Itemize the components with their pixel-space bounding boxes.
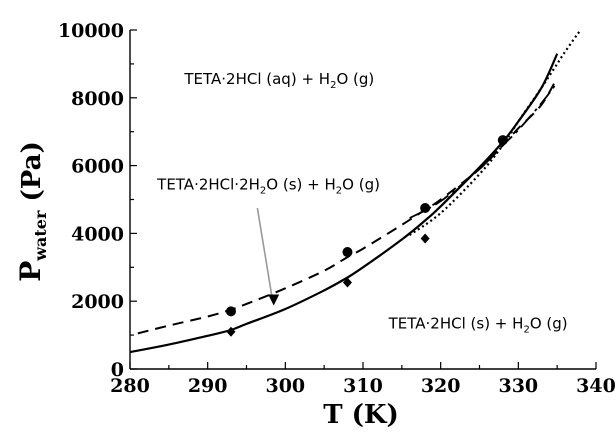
circle-marker: [225, 306, 236, 317]
series-line-dashed: [137, 76, 559, 335]
diamond-marker: [342, 277, 352, 288]
x-tick-label: 320: [421, 375, 461, 397]
diamond-marker: [226, 326, 236, 337]
y-axis-title-unit: (Pa): [17, 141, 47, 210]
region-label-part: 2: [330, 80, 336, 91]
y-tick-label: 2000: [71, 291, 124, 313]
x-axis-title: T (K): [323, 400, 399, 430]
y-tick-label: 6000: [71, 156, 124, 178]
markers: [225, 135, 508, 337]
region-label: TETA·2HCl (s) + H2O (g): [388, 314, 568, 335]
y-ticks: 0 2000 4000 6000 8000 10000: [58, 20, 137, 381]
x-tick-label: 290: [188, 375, 228, 397]
arrow-layer: [256, 207, 273, 298]
x-tick-label: 340: [576, 375, 616, 397]
circle-marker: [342, 247, 353, 258]
region-label: TETA·2HCl (aq) + H2O (g): [183, 70, 374, 91]
region-label-part: O (g): [336, 70, 374, 88]
series-line-solid: [129, 53, 559, 354]
y-tick-label: 4000: [71, 223, 124, 245]
y-axis-title-main: P: [14, 261, 47, 282]
circle-marker: [497, 135, 508, 146]
y-axis-title-subscript: water: [31, 210, 50, 262]
annotation-arrow: [256, 207, 273, 298]
region-label-part: O (g): [530, 314, 568, 332]
x-ticks: 280 290 300 310 320 330 340: [110, 362, 616, 397]
triangle-marker: [268, 294, 280, 306]
y-axis-title: Pwater (Pa): [14, 141, 50, 282]
circle-marker: [420, 202, 431, 213]
x-tick-label: 280: [110, 375, 150, 397]
y-tick-label: 8000: [71, 88, 124, 110]
series-line-long-dash-dot: [409, 81, 558, 219]
y-tick-label: 10000: [58, 20, 124, 42]
region-label-part: TETA·2HCl (s) + H: [388, 314, 524, 332]
region-label-part: TETA·2HCl·2H: [156, 175, 260, 193]
x-tick-label: 330: [498, 375, 538, 397]
region-label-part: 2: [336, 185, 342, 196]
region-label-part: O (s) + H: [266, 175, 335, 193]
x-tick-label: 300: [265, 375, 305, 397]
x-tick-label: 310: [343, 375, 383, 397]
region-label-part: 2: [523, 324, 529, 335]
region-label-part: 2: [260, 185, 266, 196]
region-label-part: O (g): [342, 175, 380, 193]
diamond-marker: [420, 233, 430, 244]
annotations: TETA·2HCl (aq) + H2O (g)TETA·2HCl·2H2O (…: [156, 70, 567, 335]
region-label: TETA·2HCl·2H2O (s) + H2O (g): [156, 175, 380, 196]
y-tick-label: 0: [111, 359, 124, 381]
region-label-part: TETA·2HCl (aq) + H: [183, 70, 330, 88]
